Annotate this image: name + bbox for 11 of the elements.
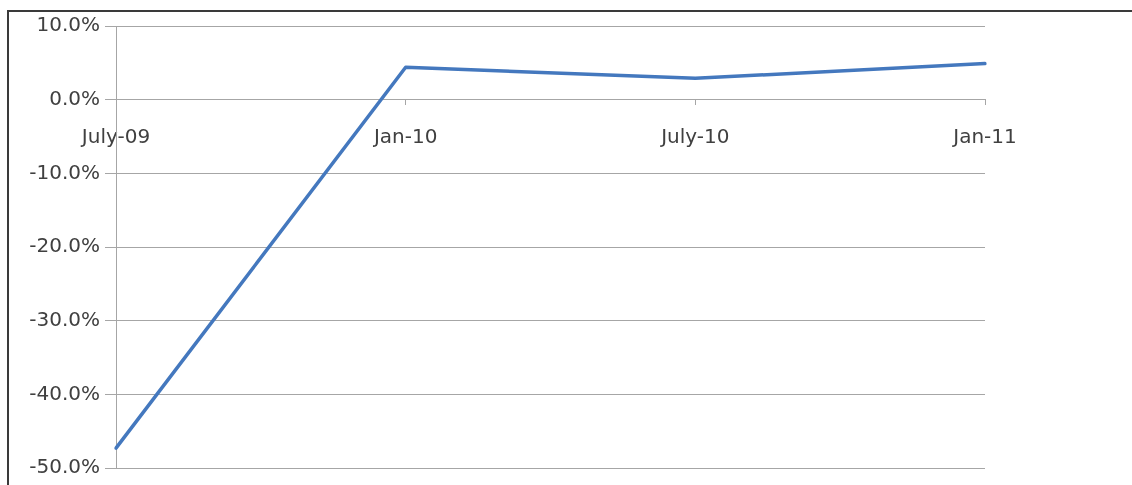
y-tick-label: -40.0% xyxy=(29,380,100,405)
x-tick-label: July-09 xyxy=(79,123,151,148)
x-tick-label: July-10 xyxy=(659,123,730,148)
y-tick-label: -50.0% xyxy=(29,454,100,479)
x-tick-label: Jan-11 xyxy=(951,123,1017,148)
y-tick-label: -20.0% xyxy=(29,233,100,258)
y-tick-label: -30.0% xyxy=(29,306,100,331)
x-tick-label: Jan-10 xyxy=(371,123,438,148)
y-tick-label: -10.0% xyxy=(29,159,100,184)
y-tick-label: 0.0% xyxy=(49,85,100,110)
y-tick-label: 10.0% xyxy=(36,12,100,37)
